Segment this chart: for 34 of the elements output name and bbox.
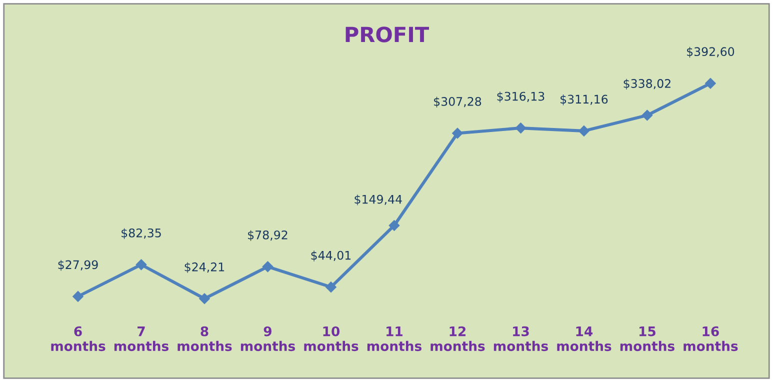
x-tick-label: 12 months <box>430 326 485 352</box>
x-tick-label: 6 months <box>51 326 106 352</box>
point <box>705 78 716 89</box>
x-tick-label: 14 months <box>557 326 612 352</box>
chart-title: PROFIT <box>346 26 429 42</box>
point <box>578 126 590 136</box>
point <box>452 128 463 139</box>
data-label: $311,16 <box>560 94 608 106</box>
data-label: $316,13 <box>497 92 544 102</box>
data-label: $27,99 <box>58 260 98 271</box>
point <box>72 291 84 302</box>
x-tick-label: 11 months <box>367 326 422 352</box>
point <box>388 220 400 231</box>
data-label: $44,01 <box>311 250 351 262</box>
point <box>262 261 274 272</box>
x-tick-label: 8 months <box>178 326 232 352</box>
x-tick-label: 7 months <box>114 326 169 352</box>
point <box>642 110 653 121</box>
data-label: $307,28 <box>434 96 482 108</box>
data-label: $82,35 <box>122 228 161 239</box>
x-tick-label: 15 months <box>620 326 674 352</box>
x-tick-label: 9 months <box>240 326 295 352</box>
point <box>326 282 336 293</box>
x-tick-label: 16 months <box>684 326 738 352</box>
point <box>515 122 526 134</box>
data-label: $78,92 <box>248 230 288 241</box>
point <box>136 259 147 270</box>
x-tick-label: 13 months <box>494 326 548 352</box>
data-label: $24,21 <box>184 262 224 273</box>
data-label: $338,02 <box>624 78 670 90</box>
data-label: $149,44 <box>354 194 402 206</box>
x-tick-label: 10 months <box>304 326 358 352</box>
point <box>199 293 210 304</box>
data-label: $392,60 <box>687 46 734 58</box>
